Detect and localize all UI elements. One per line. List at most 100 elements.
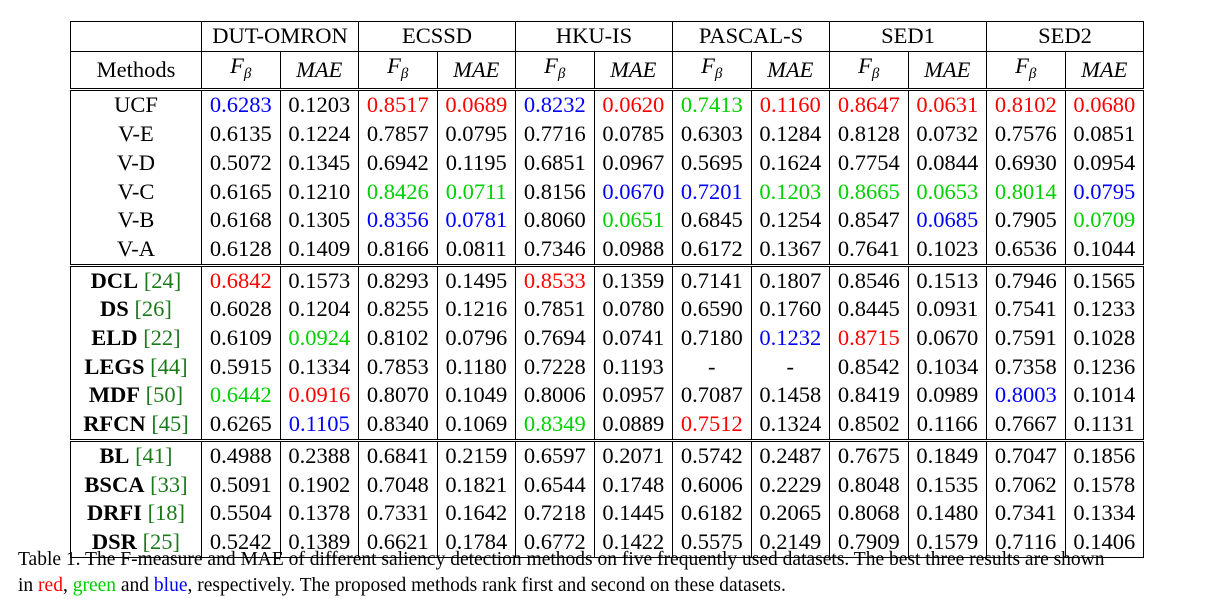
citation-link[interactable]: [22] — [143, 325, 181, 351]
f-value-cell: 0.5242 — [201, 527, 281, 558]
mae-value-cell: 0.1579 — [907, 527, 987, 558]
mae-value-cell: - — [750, 352, 830, 382]
mae-value-cell: 0.1578 — [1064, 470, 1144, 500]
mae-header: MAE — [1064, 51, 1144, 92]
citation-link[interactable]: [50] — [145, 382, 184, 408]
f-value-cell: 0.8356 — [358, 206, 438, 235]
f-value-cell: 0.8048 — [829, 470, 909, 500]
method-cell-v-e: V-E — [70, 120, 202, 149]
f-value-cell: 0.5091 — [201, 470, 281, 500]
mae-value-cell: 0.1180 — [436, 352, 516, 382]
f-value-cell: 0.7201 — [672, 177, 752, 207]
f-value-cell: 0.8647 — [829, 89, 909, 121]
beta-subscript: β — [714, 65, 723, 82]
mae-value-cell: 0.1849 — [907, 440, 987, 471]
f-value-cell: 0.6842 — [201, 265, 281, 296]
f-value-cell: 0.7346 — [515, 234, 595, 267]
method-cell-legs: LEGS [44] — [70, 352, 202, 382]
dataset-header-hku-is: HKU-IS — [515, 21, 673, 52]
method-cell-v-b: V-B — [70, 206, 202, 235]
mae-value-cell: 0.1406 — [1064, 527, 1144, 558]
f-value-cell: 0.6544 — [515, 470, 595, 500]
f-value-cell: 0.8542 — [829, 352, 909, 382]
citation-link[interactable]: [25] — [142, 528, 181, 554]
f-value-cell: 0.6109 — [201, 324, 281, 353]
citation-link[interactable]: [41] — [135, 442, 173, 468]
mae-value-cell: 0.1195 — [436, 148, 516, 178]
mae-value-cell: 0.0967 — [593, 148, 673, 178]
f-value-cell: 0.6182 — [672, 499, 752, 528]
mae-value-cell: 0.1014 — [1064, 381, 1144, 411]
table-row: MDF [50] 0.6442 0.0916 0.8070 0.1049 0.8006 0.… — [70, 381, 1144, 411]
f-value-cell: 0.5742 — [672, 440, 752, 471]
f-value-cell: 0.8665 — [829, 177, 909, 207]
f-value-cell: 0.6168 — [201, 206, 281, 235]
citation-link[interactable]: [33] — [150, 471, 188, 497]
method-name: LEGS — [84, 353, 145, 379]
f-value-cell: 0.6006 — [672, 470, 752, 500]
f-value-cell: 0.7909 — [829, 527, 909, 558]
header-row-metrics: Methods Fβ MAE Fβ MAE Fβ MAE Fβ MAE Fβ MAE Fβ MAE — [70, 51, 1144, 92]
f-symbol: F — [701, 52, 715, 78]
caption-blue-word: blue — [153, 575, 188, 596]
mae-value-cell: 0.1028 — [1064, 324, 1144, 353]
mae-value-cell: 0.1284 — [750, 120, 830, 149]
mae-value-cell: 0.0796 — [436, 324, 516, 353]
f-value-cell: 0.6772 — [515, 527, 595, 558]
mae-value-cell: 0.0795 — [1064, 177, 1144, 207]
mae-value-cell: 0.0889 — [593, 410, 673, 442]
mae-value-cell: 0.1232 — [750, 324, 830, 353]
mae-value-cell: 0.0685 — [907, 206, 987, 235]
f-value-cell: 0.7851 — [515, 295, 595, 325]
table-caption: Table 1. The F-measure and MAE of differ… — [18, 547, 1213, 599]
f-value-cell: 0.7946 — [986, 265, 1066, 296]
f-value-cell: 0.6135 — [201, 120, 281, 149]
f-value-cell: 0.6536 — [986, 234, 1066, 267]
f-value-cell: 0.6128 — [201, 234, 281, 267]
method-name: DRFI — [86, 500, 142, 526]
mae-value-cell: 0.1334 — [1064, 499, 1144, 528]
citation-link[interactable]: [18] — [147, 500, 186, 526]
method-cell-drfi: DRFI [18] — [70, 499, 202, 528]
citation-link[interactable]: [26] — [134, 296, 172, 322]
method-name: MDF — [88, 382, 141, 408]
f-value-cell: 0.7541 — [986, 295, 1066, 325]
citation-link[interactable]: [24] — [143, 267, 182, 293]
mae-value-cell: 0.0844 — [907, 148, 987, 178]
method-name: V-B — [117, 207, 155, 233]
mae-value-cell: 0.0931 — [907, 295, 987, 325]
mae-value-cell: 0.1023 — [907, 234, 987, 267]
f-value-cell: 0.6621 — [358, 527, 438, 558]
mae-value-cell: 0.1166 — [907, 410, 987, 442]
f-value-cell: 0.8533 — [515, 265, 595, 296]
mae-value-cell: 0.0653 — [907, 177, 987, 207]
mae-value-cell: 0.1422 — [593, 527, 673, 558]
mae-value-cell: 0.1409 — [279, 234, 359, 267]
f-value-cell: 0.7087 — [672, 381, 752, 411]
mae-value-cell: 0.1445 — [593, 499, 673, 528]
f-value-cell: 0.7754 — [829, 148, 909, 178]
f-symbol: F — [1015, 52, 1029, 78]
method-name: DS — [100, 296, 129, 322]
beta-subscript: β — [871, 65, 880, 82]
f-value-cell: 0.6165 — [201, 177, 281, 207]
citation-link[interactable]: [45] — [151, 411, 189, 437]
citation-link[interactable]: [44] — [150, 353, 188, 379]
method-name: DCL — [90, 267, 139, 293]
f-value-cell: 0.8419 — [829, 381, 909, 411]
f-value-cell: 0.8006 — [515, 381, 595, 411]
method-name: BL — [99, 442, 130, 468]
f-value-cell: 0.7641 — [829, 234, 909, 267]
mae-value-cell: 0.0924 — [279, 324, 359, 353]
f-value-cell: 0.8547 — [829, 206, 909, 235]
f-value-cell: 0.8070 — [358, 381, 438, 411]
mae-value-cell: 0.1204 — [279, 295, 359, 325]
mae-value-cell: 0.1748 — [593, 470, 673, 500]
f-value-cell: 0.6930 — [986, 148, 1066, 178]
method-cell-dcl: DCL [24] — [70, 265, 202, 296]
f-value-cell: 0.8156 — [515, 177, 595, 207]
mae-value-cell: 0.1389 — [279, 527, 359, 558]
mae-value-cell: 0.0651 — [593, 206, 673, 235]
table-row: V-C 0.6165 0.1210 0.8426 0.0711 0.8156 0.0670 0… — [70, 177, 1144, 207]
mae-value-cell: 0.1334 — [279, 352, 359, 382]
